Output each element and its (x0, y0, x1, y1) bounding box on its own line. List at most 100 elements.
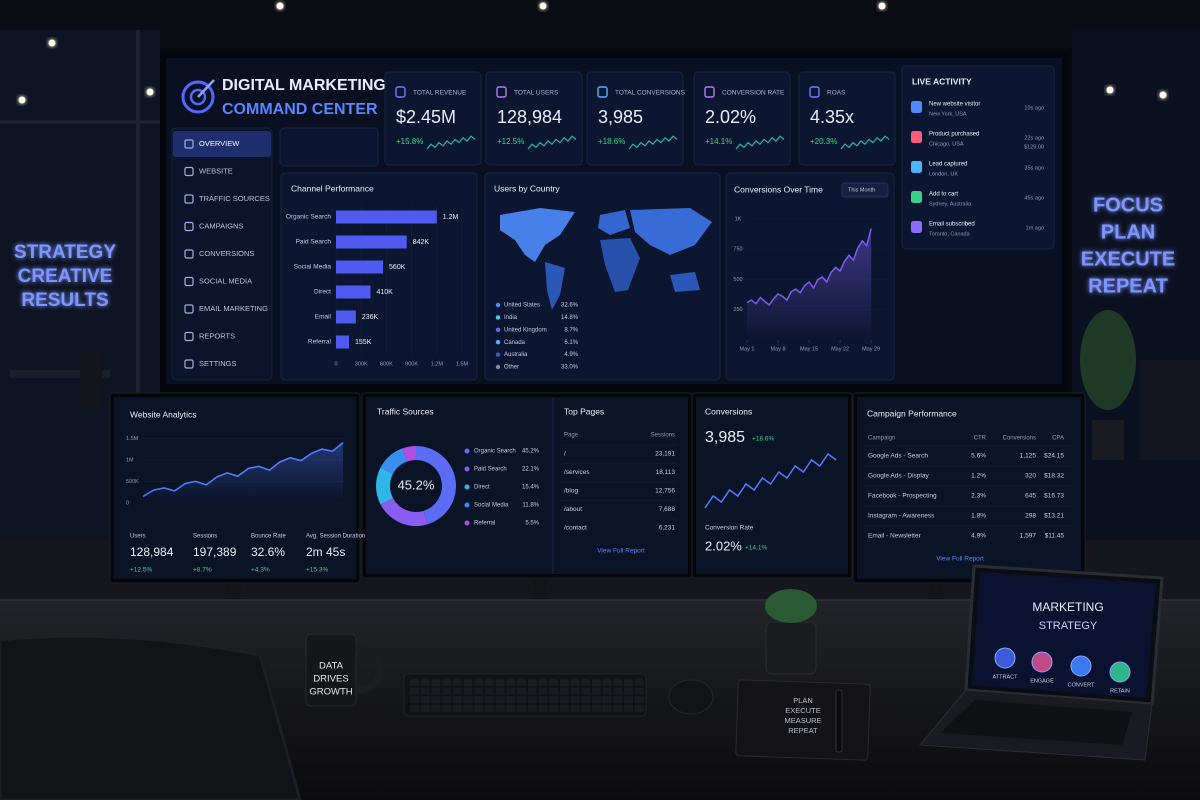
legend-value: 4.9% (564, 352, 578, 358)
nav-item[interactable]: OVERVIEW (199, 139, 240, 148)
ceiling (0, 0, 1200, 48)
bar (336, 335, 350, 349)
nav-item[interactable]: EMAIL MARKETING (199, 304, 268, 313)
key (442, 696, 452, 704)
stat-label: Conversion Rate (705, 525, 754, 532)
blank-card (279, 127, 379, 167)
activity-event: Lead captured (929, 162, 967, 168)
nav-icon (184, 249, 194, 259)
line (746, 228, 872, 306)
chart-title: Traffic Sources (377, 406, 434, 416)
y-tick-label: 1K (735, 216, 742, 222)
kpi-change: +14.1% (745, 545, 767, 552)
legend-dot (495, 302, 501, 308)
step-icon (994, 647, 1016, 669)
table-cell: 5.6% (971, 453, 986, 460)
chart-title: Conversions Over Time (734, 184, 823, 194)
nav-item[interactable]: TRAFFIC SOURCES (199, 194, 270, 203)
donut-segment (402, 446, 416, 462)
view-report-link[interactable]: View Full Report (936, 556, 984, 563)
x-tick-label: 1.5M (456, 361, 469, 367)
neon-sign-right: EXECUTE (1081, 248, 1175, 270)
activity-icon (911, 101, 922, 113)
table-cell: 4.9% (971, 533, 986, 540)
key (431, 687, 441, 695)
table-cell: 6,231 (659, 525, 676, 532)
kpi-icon (597, 86, 608, 98)
nav-item[interactable]: REPORTS (199, 331, 235, 340)
notebook-text: EXECUTE (785, 706, 820, 715)
key (549, 696, 559, 704)
monitor-screen (857, 397, 1081, 579)
y-tick-label: 750 (733, 247, 742, 253)
kpi-value: 2.02% (705, 107, 756, 127)
pen (835, 689, 843, 753)
key (570, 696, 580, 704)
kpi-sparkline (527, 135, 577, 150)
key (452, 704, 462, 712)
activity-time: 45s ago (1024, 195, 1044, 201)
table-title: Top Pages (564, 406, 604, 416)
nav-item[interactable]: CONVERSIONS (199, 249, 254, 258)
x-tick-label: May 15 (800, 346, 818, 352)
logo (181, 80, 215, 114)
key (506, 704, 516, 712)
nav-icon (184, 221, 194, 232)
key (634, 696, 644, 704)
period-label[interactable]: This Month (848, 187, 875, 193)
ceiling-light (146, 88, 154, 96)
key (624, 704, 633, 712)
mug-text: DRIVES (313, 674, 348, 685)
ceiling-light (539, 2, 547, 10)
legend-dot (464, 484, 470, 490)
key (591, 679, 601, 686)
view-report-link[interactable]: View Full Report (597, 548, 645, 555)
dashboard-subtitle: COMMAND CENTER (222, 101, 378, 118)
stat-value: 197,389 (193, 545, 237, 559)
line (142, 441, 344, 498)
table-cell: 12,756 (655, 488, 675, 495)
activity-amount: $129.00 (1024, 144, 1044, 150)
y-tick-label: 500K (126, 479, 139, 485)
step-icon (1031, 651, 1053, 673)
ceiling-light (48, 39, 56, 47)
key (549, 679, 559, 686)
key (442, 704, 452, 712)
legend-label: Australia (504, 352, 528, 358)
nav-item[interactable]: SETTINGS (199, 359, 237, 368)
map-region (598, 210, 630, 235)
table-cell: 1,125 (1020, 453, 1037, 460)
category-label: Email (315, 314, 332, 321)
nav-item[interactable]: CAMPAIGNS (199, 221, 243, 230)
key (474, 679, 484, 686)
ceiling-light (1106, 86, 1114, 94)
key (506, 687, 516, 695)
map-region (630, 208, 712, 255)
key (463, 679, 473, 686)
key (431, 704, 441, 712)
map-region (600, 238, 640, 292)
legend-label: Referral (474, 521, 495, 527)
table-cell: 1,597 (1020, 533, 1037, 540)
ceiling-light (1159, 91, 1167, 99)
key (420, 679, 430, 686)
key (420, 704, 430, 712)
key (634, 704, 644, 712)
kpi-label: TOTAL CONVERSIONS (615, 90, 686, 97)
key (613, 696, 623, 704)
kpi-change: +15.8% (396, 137, 423, 146)
nav-item[interactable]: SOCIAL MEDIA (199, 276, 252, 285)
key (570, 679, 580, 686)
table-cell: $13.21 (1044, 513, 1064, 520)
y-tick-label: 1.5M (126, 436, 139, 442)
x-tick-label: May 22 (831, 346, 849, 352)
key (463, 704, 473, 712)
meeting-table (10, 370, 110, 378)
key (634, 679, 644, 686)
nav-item[interactable]: WEBSITE (199, 166, 233, 175)
donut-segment (376, 467, 393, 505)
period-button[interactable] (841, 182, 889, 198)
key (474, 696, 484, 704)
data-label: 236K (362, 314, 379, 321)
table-cell: /contact (564, 525, 587, 532)
